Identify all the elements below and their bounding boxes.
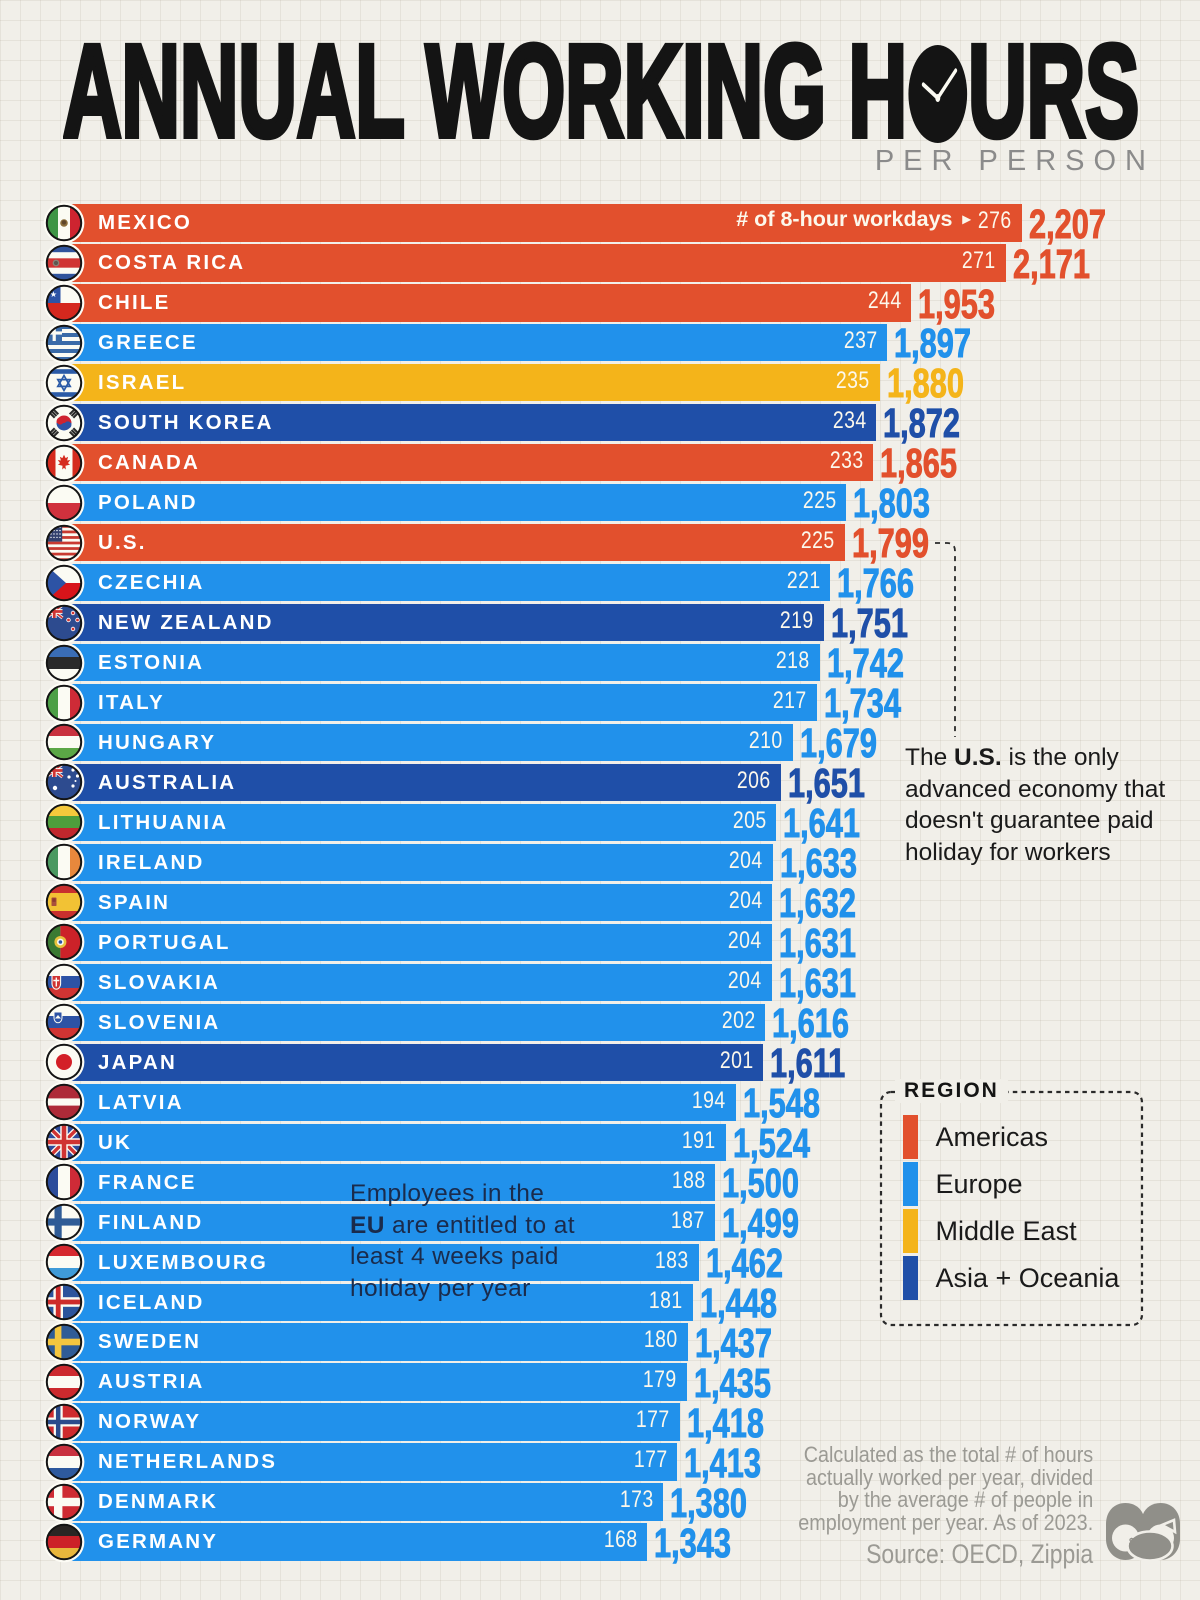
svg-text:★: ★: [50, 290, 57, 299]
svg-text:$: $: [1129, 1537, 1135, 1548]
